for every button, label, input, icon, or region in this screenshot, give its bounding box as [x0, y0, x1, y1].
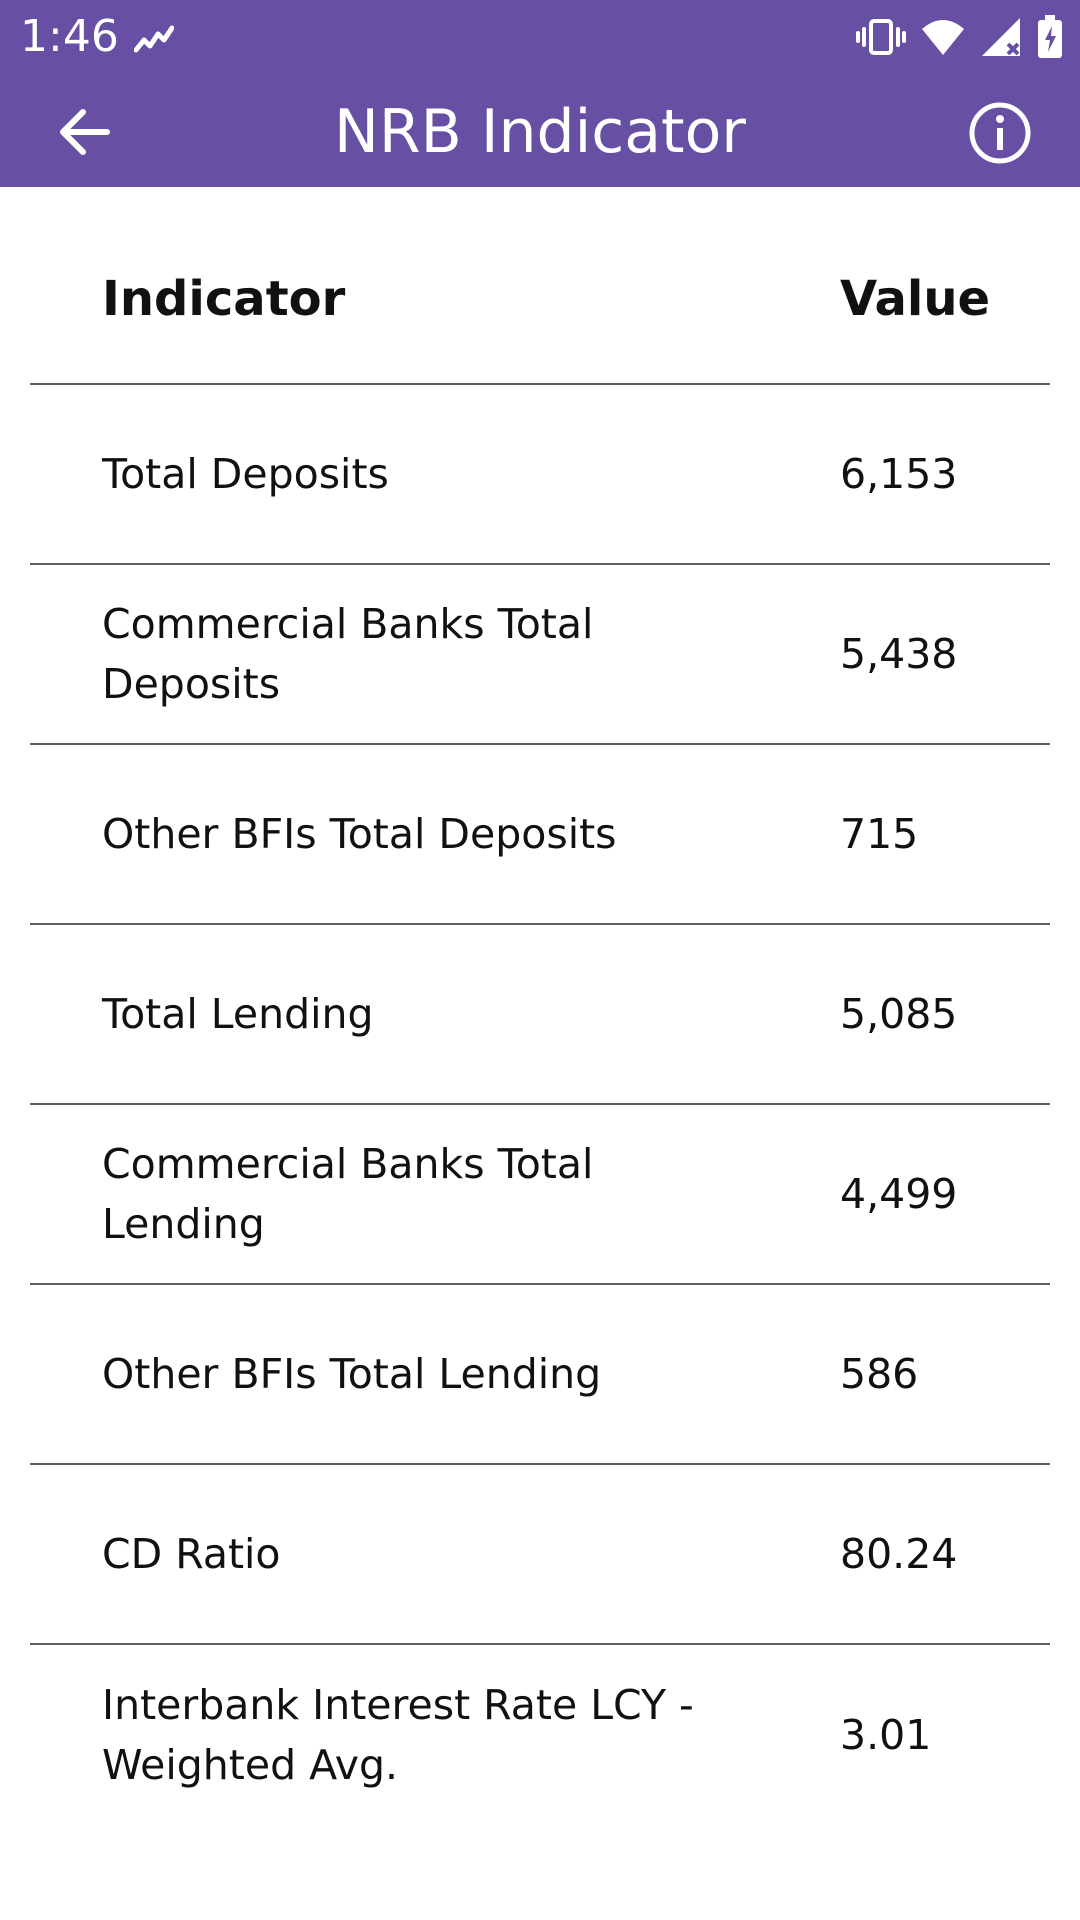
column-header-value: Value	[840, 271, 991, 327]
back-button[interactable]	[44, 97, 124, 167]
column-header-indicator: Indicator	[102, 271, 346, 327]
table-row: Total Lending 5,085	[30, 925, 1050, 1105]
indicator-value: 4,499	[840, 1170, 958, 1218]
app-bar: 1:46	[0, 0, 1080, 187]
indicator-value: 5,438	[840, 630, 958, 678]
battery-charging-icon	[1038, 15, 1062, 58]
vibrate-icon	[856, 19, 906, 55]
indicator-name: Total Deposits	[102, 450, 389, 498]
status-time: 1:46	[20, 11, 119, 62]
indicator-value: 715	[840, 810, 919, 858]
indicator-name: Interbank Interest Rate LCY - Weighted A…	[102, 1681, 694, 1789]
table-row: Interbank Interest Rate LCY - Weighted A…	[30, 1645, 1050, 1825]
table-row: Commercial Banks Total Lending 4,499	[30, 1105, 1050, 1285]
indicator-name: Commercial Banks Total Deposits	[102, 600, 594, 708]
arrow-back-icon	[60, 109, 110, 155]
indicator-value: 5,085	[840, 990, 958, 1038]
signal-icon	[982, 18, 1020, 56]
table-row: CD Ratio 80.24	[30, 1465, 1050, 1645]
indicator-table: Indicator Value Total Deposits 6,153 Com…	[30, 187, 1050, 1825]
indicator-value: 3.01	[840, 1711, 932, 1759]
table-row: Other BFIs Total Deposits 715	[30, 745, 1050, 925]
trend-notification-icon	[134, 25, 174, 53]
indicator-name: Commercial Banks Total Lending	[102, 1140, 594, 1248]
indicator-name: Other BFIs Total Lending	[102, 1350, 602, 1398]
status-icons	[856, 12, 1064, 62]
indicator-name: Other BFIs Total Deposits	[102, 810, 617, 858]
status-bar: 1:46	[0, 0, 1080, 75]
table-header: Indicator Value	[30, 187, 1050, 385]
toolbar: NRB Indicator	[0, 75, 1080, 187]
page-title: NRB Indicator	[334, 97, 746, 167]
indicator-name: Total Lending	[102, 990, 374, 1038]
wifi-icon	[922, 20, 964, 55]
table-row: Commercial Banks Total Deposits 5,438	[30, 565, 1050, 745]
table-row: Other BFIs Total Lending 586	[30, 1285, 1050, 1465]
indicator-value: 586	[840, 1350, 919, 1398]
info-icon	[969, 102, 1031, 164]
indicator-name: CD Ratio	[102, 1530, 281, 1578]
indicator-value: 80.24	[840, 1530, 958, 1578]
indicator-value: 6,153	[840, 450, 958, 498]
table-row: Total Deposits 6,153	[30, 385, 1050, 565]
info-button[interactable]	[958, 91, 1042, 175]
